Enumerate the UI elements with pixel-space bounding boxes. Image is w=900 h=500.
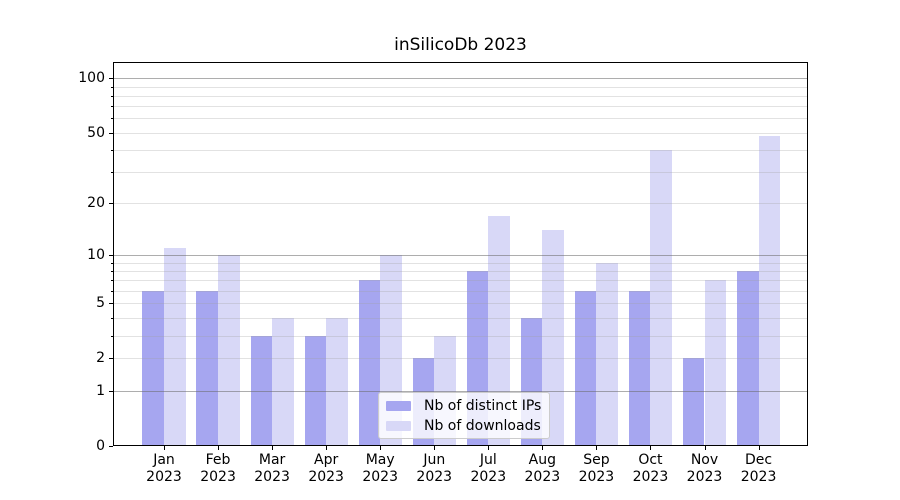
bar-downloads xyxy=(326,317,348,446)
x-tick-mark xyxy=(650,446,652,450)
y-minor-tick-mark xyxy=(110,132,113,134)
bar-downloads xyxy=(218,254,240,446)
legend-label-downloads: Nb of downloads xyxy=(424,417,541,434)
legend: Nb of distinct IPs Nb of downloads xyxy=(378,392,550,439)
gridline-minor xyxy=(113,303,808,305)
x-tick-label: Aug 2023 xyxy=(524,452,561,485)
gridline-minor xyxy=(113,132,808,134)
gridline-major xyxy=(113,254,808,256)
plot-area xyxy=(113,62,808,446)
y-minor-tick-mark xyxy=(110,290,113,292)
bar-downloads xyxy=(704,280,727,446)
y-minor-tick-mark xyxy=(110,358,113,360)
y-tick-mark xyxy=(108,78,113,80)
bar-downloads xyxy=(272,317,294,446)
x-tick-mark xyxy=(218,446,220,450)
gridline-minor xyxy=(113,270,808,272)
x-tick-label: Feb 2023 xyxy=(200,452,236,485)
y-minor-tick-mark xyxy=(110,317,113,319)
x-tick-label: May 2023 xyxy=(362,452,398,485)
x-tick-mark xyxy=(434,446,436,450)
y-minor-tick-mark xyxy=(110,86,113,88)
gridline-major xyxy=(113,78,808,80)
x-tick-label: Jul 2023 xyxy=(470,452,507,485)
gridline-minor xyxy=(113,95,808,97)
y-minor-tick-mark xyxy=(110,280,113,282)
x-tick-mark xyxy=(542,446,544,450)
x-tick-label: Mar 2023 xyxy=(254,452,290,485)
x-tick-label: Dec 2023 xyxy=(740,452,777,485)
bar-distinct-ips xyxy=(628,290,651,446)
bar-downloads xyxy=(758,135,781,446)
gridline-minor xyxy=(113,118,808,120)
y-minor-tick-mark xyxy=(110,203,113,205)
x-tick-label: Apr 2023 xyxy=(308,452,344,485)
legend-swatch-distinct-ips xyxy=(386,400,411,411)
y-minor-tick-mark xyxy=(110,335,113,337)
x-tick-mark xyxy=(488,446,490,450)
y-minor-tick-mark xyxy=(110,262,113,264)
gridline-minor xyxy=(113,86,808,88)
x-tick-mark xyxy=(596,446,598,450)
x-tick-mark xyxy=(164,446,165,450)
chart-title: inSilicoDb 2023 xyxy=(394,35,527,55)
bar-downloads xyxy=(650,150,673,446)
y-tick-mark xyxy=(108,254,113,256)
bar-distinct-ips xyxy=(196,290,219,446)
x-tick-mark xyxy=(326,446,328,450)
x-tick-mark xyxy=(758,446,760,450)
y-tick-label: 50 xyxy=(87,124,105,141)
bar-downloads xyxy=(596,262,618,446)
gridline-minor xyxy=(113,172,808,174)
bar-distinct-ips xyxy=(736,270,759,446)
y-tick-mark xyxy=(108,390,113,392)
y-tick-mark xyxy=(108,446,113,447)
gridline-minor xyxy=(113,358,808,360)
gridline-minor xyxy=(113,317,808,319)
gridline-major xyxy=(113,390,808,392)
x-tick-label: Oct 2023 xyxy=(632,452,669,485)
y-minor-tick-mark xyxy=(110,303,113,305)
gridline-minor xyxy=(113,280,808,282)
y-tick-label: 0 xyxy=(96,438,105,454)
bar-distinct-ips xyxy=(142,290,164,446)
y-minor-tick-mark xyxy=(110,150,113,152)
y-minor-tick-mark xyxy=(110,118,113,120)
x-tick-label: Jan 2023 xyxy=(146,452,182,485)
gridline-minor xyxy=(113,106,808,108)
x-tick-mark xyxy=(704,446,706,450)
x-tick-label: Jun 2023 xyxy=(416,452,453,485)
gridline-minor xyxy=(113,335,808,337)
y-minor-tick-mark xyxy=(110,106,113,108)
y-tick-label: 5 xyxy=(96,295,105,312)
legend-swatch-downloads xyxy=(386,420,411,431)
gridline-minor xyxy=(113,290,808,292)
bar-distinct-ips xyxy=(682,358,705,446)
legend-label-distinct-ips: Nb of distinct IPs xyxy=(424,397,542,414)
x-tick-mark xyxy=(272,446,274,450)
y-minor-tick-mark xyxy=(110,172,113,174)
bar-distinct-ips xyxy=(574,290,597,446)
gridline-minor xyxy=(113,203,808,205)
bar-downloads xyxy=(488,215,510,446)
bar-downloads xyxy=(164,247,186,446)
gridline-minor xyxy=(113,262,808,264)
y-tick-label: 1 xyxy=(96,382,105,399)
x-tick-label: Nov 2023 xyxy=(686,452,723,485)
y-tick-label: 2 xyxy=(96,350,105,367)
legend-entry-distinct-ips: Nb of distinct IPs xyxy=(386,398,549,414)
x-tick-mark xyxy=(380,446,382,450)
y-minor-tick-mark xyxy=(110,95,113,97)
bar-distinct-ips xyxy=(358,280,381,446)
x-tick-label: Sep 2023 xyxy=(578,452,615,485)
legend-entry-downloads: Nb of downloads xyxy=(386,418,549,434)
gridline-minor xyxy=(113,150,808,152)
y-tick-label: 10 xyxy=(87,246,105,263)
y-minor-tick-mark xyxy=(110,270,113,272)
y-tick-label: 20 xyxy=(87,195,105,212)
y-tick-label: 100 xyxy=(78,70,105,87)
